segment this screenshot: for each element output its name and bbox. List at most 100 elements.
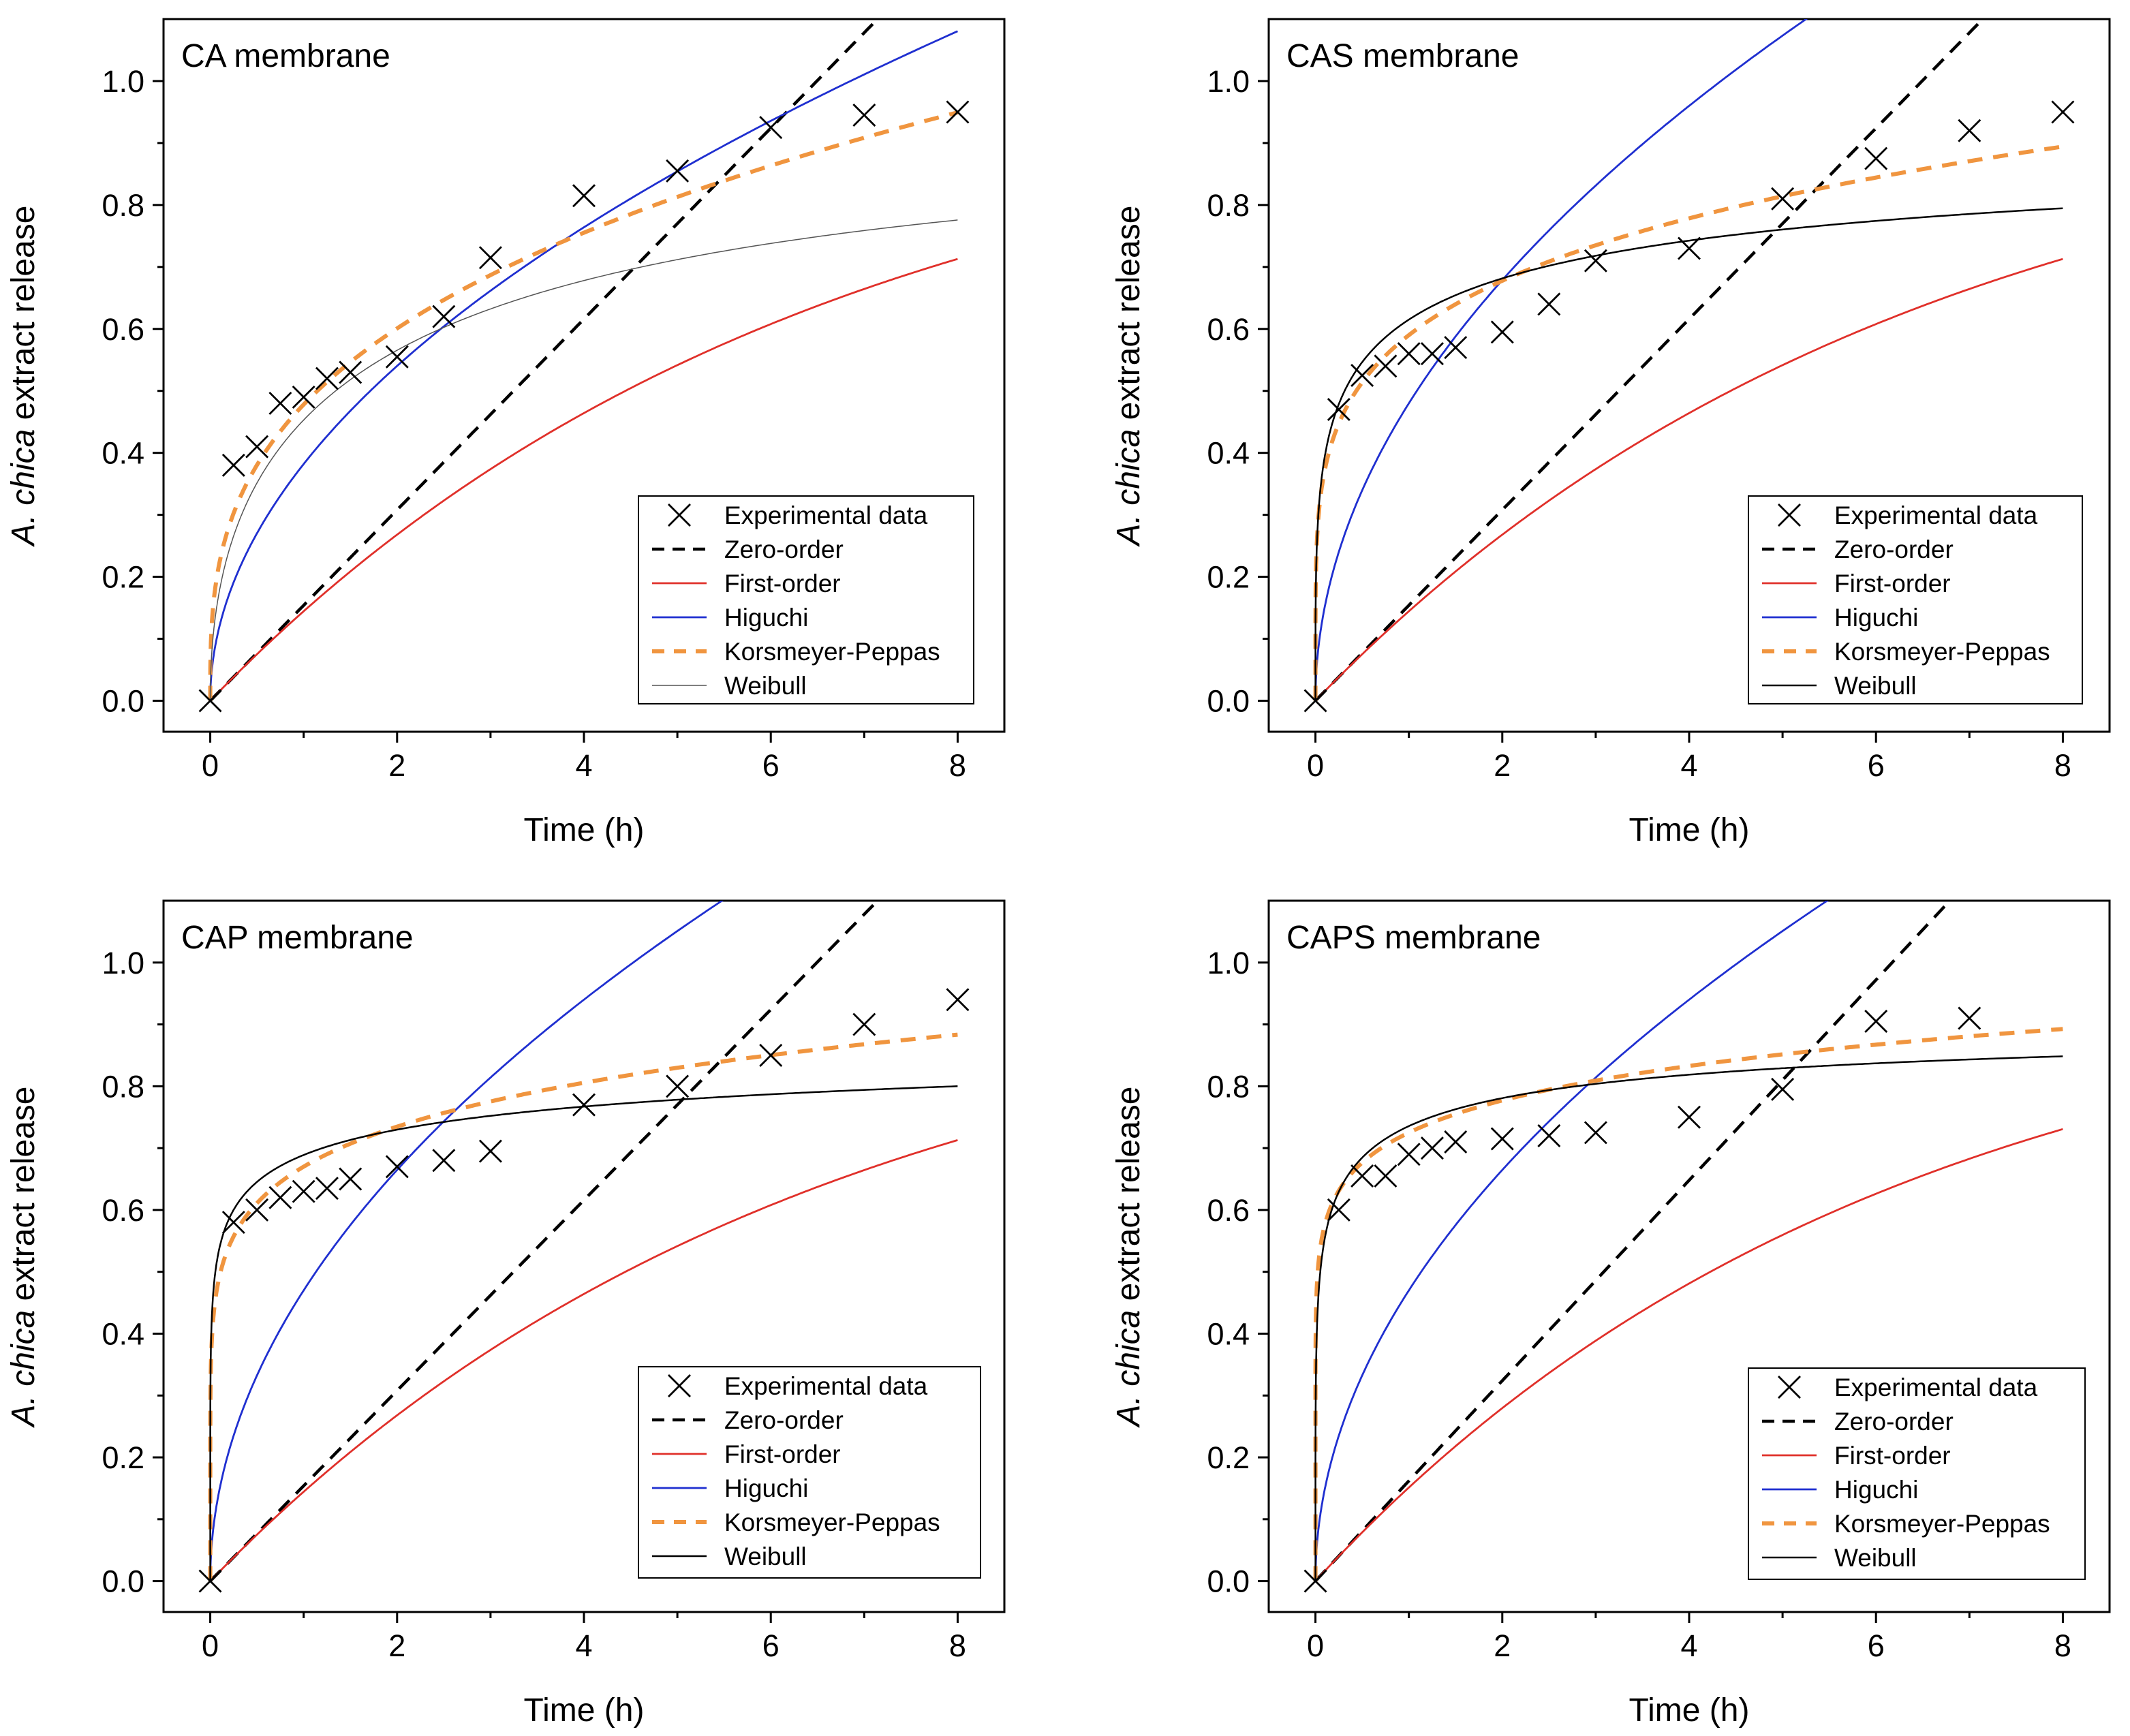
data-point bbox=[2051, 100, 2075, 124]
data-point bbox=[432, 305, 456, 328]
data-point bbox=[1771, 1077, 1795, 1101]
data-point bbox=[1374, 1164, 1398, 1188]
data-point bbox=[339, 360, 362, 384]
kp-curve bbox=[1313, 1027, 2063, 1581]
data-point bbox=[268, 1185, 292, 1209]
x-tick-label: 2 bbox=[388, 748, 405, 783]
experimental-points bbox=[1303, 100, 2075, 713]
chart-panel: 0 2 4 6 8 0.0 0.2 0.4 0.6 0.8 1.0 Time (h) A. chica … bbox=[1111, 899, 2111, 1729]
x-axis-label: Time (h) bbox=[1629, 1692, 1750, 1729]
data-point bbox=[1303, 1569, 1327, 1593]
data-point bbox=[946, 988, 970, 1012]
legend-marker-experimental bbox=[668, 1374, 691, 1397]
data-point bbox=[1374, 354, 1398, 378]
model-curves bbox=[208, 901, 958, 1583]
data-point bbox=[245, 1198, 269, 1222]
x-tick-label: 4 bbox=[575, 748, 592, 783]
data-point bbox=[1678, 236, 1701, 260]
x-tick-label: 6 bbox=[1868, 748, 1885, 783]
legend-label-zero: Zero-order bbox=[1834, 1408, 1954, 1436]
y-tick-label: 0.0 bbox=[1207, 684, 1250, 719]
y-tick-label: 0.8 bbox=[1207, 1069, 1250, 1104]
x-tick-label: 4 bbox=[1680, 1628, 1697, 1663]
legend: Experimental data Zero-order First-order Hi… bbox=[638, 1366, 981, 1579]
legend-box bbox=[1748, 495, 2083, 704]
higuchi-curve bbox=[1314, 901, 1830, 1581]
data-point bbox=[1397, 342, 1421, 366]
legend-label-first: First-order bbox=[1834, 570, 1951, 598]
x-tick-label: 0 bbox=[202, 1628, 219, 1663]
x-tick-label: 6 bbox=[762, 748, 780, 783]
legend-label-kp: Korsmeyer-Peppas bbox=[724, 1508, 940, 1536]
legend: Experimental data Zero-order First-order Hi… bbox=[1748, 495, 2083, 704]
y-tick-label: 0.2 bbox=[1207, 560, 1250, 595]
model-curves bbox=[1313, 19, 2063, 702]
data-point bbox=[221, 1211, 245, 1235]
data-point bbox=[1303, 689, 1327, 713]
x-tick-label: 8 bbox=[2054, 1628, 2071, 1663]
first-curve bbox=[209, 258, 958, 702]
legend-marker-experimental bbox=[668, 503, 691, 527]
chart-panel: 0 2 4 6 8 0.0 0.2 0.4 0.6 0.8 1.0 Time (h) A. chica … bbox=[5, 18, 1006, 848]
data-point bbox=[478, 246, 502, 270]
y-tick-label: 0.2 bbox=[102, 560, 144, 595]
legend-label-zero: Zero-order bbox=[1834, 536, 1954, 563]
x-tick-label: 8 bbox=[949, 1628, 966, 1663]
legend-label-experimental: Experimental data bbox=[1834, 501, 2038, 529]
kp-curve bbox=[1313, 144, 2063, 701]
data-point bbox=[572, 1093, 596, 1117]
legend-label-higuchi: Higuchi bbox=[1834, 1476, 1918, 1504]
x-tick-label: 2 bbox=[388, 1628, 405, 1663]
data-point bbox=[385, 1155, 409, 1179]
y-axis-label: A. chica extract release bbox=[5, 206, 42, 548]
x-tick-label: 2 bbox=[1494, 1628, 1511, 1663]
y-tick-label: 0.0 bbox=[102, 1564, 144, 1599]
legend-label-weibull: Weibull bbox=[1834, 672, 1917, 700]
data-point bbox=[1958, 119, 1981, 142]
x-tick-label: 0 bbox=[1307, 1628, 1324, 1663]
data-point bbox=[946, 100, 970, 124]
data-point bbox=[1444, 1130, 1468, 1154]
y-axis-label: A. chica extract release bbox=[5, 1087, 42, 1429]
x-tick-label: 6 bbox=[762, 1628, 780, 1663]
data-point bbox=[666, 1074, 690, 1098]
legend-label-higuchi: Higuchi bbox=[724, 604, 808, 632]
legend-label-kp: Korsmeyer-Peppas bbox=[724, 638, 940, 666]
x-tick-label: 2 bbox=[1494, 748, 1511, 783]
data-point bbox=[221, 453, 245, 477]
kp-curve bbox=[208, 110, 959, 701]
y-tick-label: 0.4 bbox=[102, 436, 144, 471]
y-tick-label: 1.0 bbox=[1207, 946, 1250, 980]
first-curve bbox=[1314, 1128, 2063, 1582]
data-point bbox=[1864, 1010, 1888, 1034]
legend-label-experimental: Experimental data bbox=[1834, 1374, 2038, 1401]
y-tick-label: 0.0 bbox=[102, 684, 144, 719]
data-point bbox=[1584, 1121, 1607, 1145]
legend-box bbox=[638, 1366, 981, 1579]
legend-box bbox=[638, 495, 974, 704]
y-tick-label: 0.4 bbox=[1207, 1316, 1250, 1351]
data-point bbox=[1350, 364, 1374, 387]
x-tick-label: 0 bbox=[1307, 748, 1324, 783]
y-axis-label: A. chica extract release bbox=[1111, 1087, 1147, 1429]
legend-label-kp: Korsmeyer-Peppas bbox=[1834, 1510, 2050, 1538]
experimental-points bbox=[1303, 1006, 1981, 1593]
data-point bbox=[315, 367, 339, 390]
data-point bbox=[245, 435, 269, 459]
legend-label-higuchi: Higuchi bbox=[724, 1474, 808, 1502]
data-point bbox=[385, 345, 409, 369]
chart-panel: 0 2 4 6 8 0.0 0.2 0.4 0.6 0.8 1.0 Time (h) A. chica … bbox=[1111, 18, 2111, 848]
chart-panel: 0 2 4 6 8 0.0 0.2 0.4 0.6 0.8 1.0 Time (h) A. chica … bbox=[5, 899, 1006, 1729]
legend-label-first: First-order bbox=[1834, 1442, 1951, 1470]
first-curve bbox=[209, 1139, 958, 1582]
weibull-curve bbox=[1314, 1055, 2063, 1581]
y-tick-label: 0.6 bbox=[1207, 312, 1250, 347]
x-tick-label: 4 bbox=[1680, 748, 1697, 783]
data-point bbox=[1490, 1127, 1514, 1151]
data-point bbox=[1397, 1143, 1421, 1166]
y-axis-label: A. chica extract release bbox=[1111, 206, 1147, 548]
panel-title: CAS membrane bbox=[1286, 38, 1519, 74]
higuchi-curve bbox=[209, 30, 958, 701]
weibull-curve bbox=[209, 219, 958, 701]
